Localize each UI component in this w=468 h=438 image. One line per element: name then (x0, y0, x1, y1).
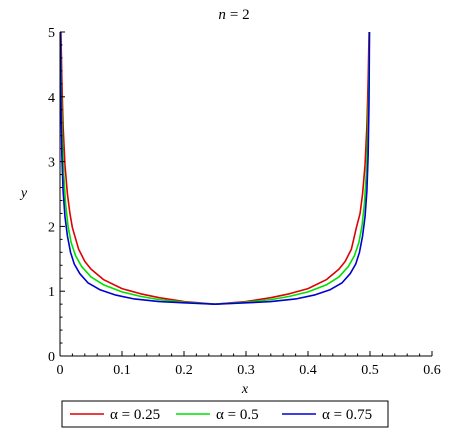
legend-box (61, 400, 389, 428)
chart-title-value: = 2 (230, 7, 250, 23)
x-axis-label: x (241, 382, 249, 397)
x-tick-label: 0.6 (423, 363, 441, 378)
legend: α = 0.25 α = 0.5 α = 0.75 (61, 400, 389, 428)
legend-label-2: α = 0.5 (216, 407, 259, 423)
chart-title: n = 2 (218, 7, 249, 23)
y-tick-label: 5 (48, 26, 55, 41)
x-tick-label: 0.4 (299, 363, 317, 378)
x-ticks: 0 0.1 0.2 0.3 0.4 0.5 0.6 (57, 351, 441, 378)
y-ticks: 0 1 2 3 4 5 (48, 26, 65, 365)
x-tick-label: 0.3 (237, 363, 255, 378)
x-tick-label: 0.5 (361, 363, 379, 378)
axes (59, 32, 432, 357)
series-line-2 (60, 31, 371, 305)
y-tick-label: 0 (48, 350, 55, 365)
y-tick-label: 1 (48, 285, 55, 300)
y-axis-label: y (19, 186, 28, 201)
y-tick-label: 2 (48, 220, 55, 235)
legend-label-1: α = 0.25 (110, 407, 160, 423)
series-line-3 (60, 31, 371, 305)
y-tick-label: 3 (48, 156, 55, 171)
x-tick-label: 0.2 (175, 363, 193, 378)
legend-label-3: α = 0.75 (322, 407, 372, 423)
y-tick-label: 4 (48, 91, 55, 106)
curves (60, 31, 371, 305)
series-line-1 (60, 31, 370, 305)
x-tick-label: 0.1 (113, 363, 131, 378)
x-tick-label: 0 (57, 363, 64, 378)
chart-title-variable: n (218, 7, 226, 23)
